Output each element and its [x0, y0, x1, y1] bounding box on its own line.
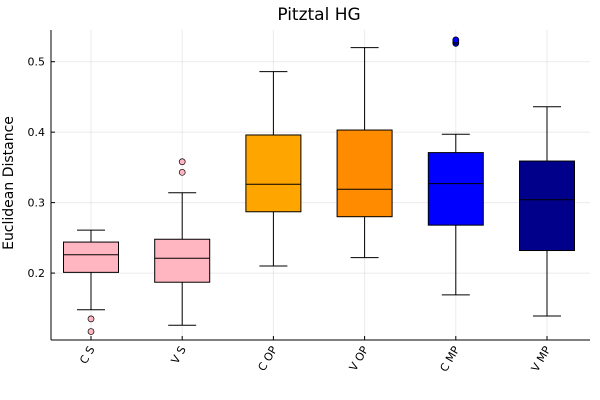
- y-axis-label: Euclidean Distance: [1, 116, 17, 250]
- box-body: [427, 152, 484, 226]
- outlier-point: [87, 315, 95, 323]
- box-group: [427, 36, 484, 296]
- x-tick-label: C MP: [437, 344, 462, 374]
- x-tick-label: V S: [169, 344, 189, 366]
- boxes: [63, 36, 575, 335]
- x-tick-label: C OP: [256, 344, 281, 374]
- box-group: [154, 158, 211, 326]
- x-tick-label: C S: [77, 344, 97, 366]
- box-body: [154, 238, 211, 283]
- x-axis-ticks: C S V S C OP V OP C MP V MP: [77, 336, 554, 374]
- grid: [51, 30, 590, 340]
- outlier-point: [452, 36, 460, 44]
- box-group: [245, 71, 302, 267]
- box-body: [336, 129, 393, 218]
- y-tick-label: 0.2: [28, 267, 46, 280]
- y-axis-ticks: 0.2 0.3 0.4 0.5: [28, 56, 55, 280]
- y-tick-label: 0.4: [28, 126, 46, 139]
- x-tick-label: V MP: [529, 344, 554, 374]
- x-tick-label: V OP: [347, 344, 372, 374]
- box-body: [519, 160, 575, 252]
- box-group: [336, 47, 393, 259]
- y-tick-label: 0.5: [28, 56, 46, 69]
- chart-title: Pitztal HG: [277, 5, 360, 25]
- outlier-point: [178, 158, 186, 166]
- y-tick-label: 0.3: [28, 197, 46, 210]
- box-group: [519, 106, 575, 317]
- outlier-point: [87, 328, 95, 335]
- box-body: [245, 134, 302, 213]
- box-group: [63, 229, 119, 335]
- box-body: [63, 241, 119, 273]
- outlier-point: [178, 168, 186, 176]
